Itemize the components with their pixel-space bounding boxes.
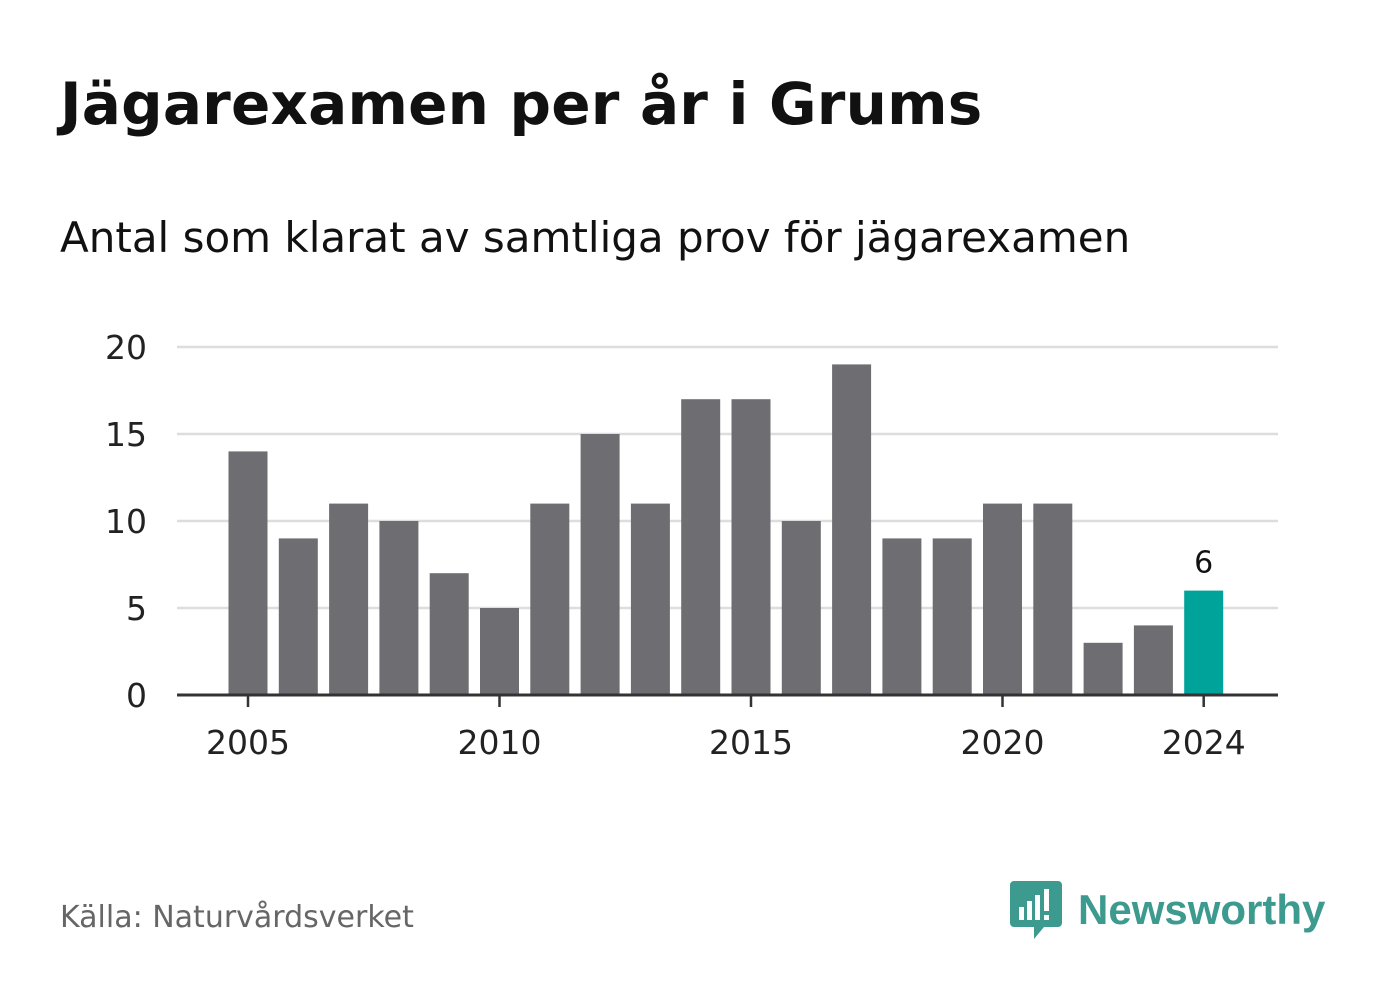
y-tick-label: 15: [105, 415, 147, 454]
bar-2021: [1033, 503, 1073, 695]
bar-2023: [1133, 625, 1173, 695]
x-tick-label: 2015: [709, 723, 793, 762]
newsworthy-logo: Newsworthy: [1010, 878, 1325, 942]
bar-2007: [329, 503, 369, 695]
bar-2015: [731, 399, 771, 695]
bar-2012: [580, 434, 620, 695]
bar-chart-speech-bubble-icon: [1010, 881, 1062, 939]
chart-subtitle: Antal som klarat av samtliga prov för jä…: [60, 213, 1131, 262]
y-tick-label: 0: [126, 676, 147, 715]
x-tick-label: 2010: [458, 723, 542, 762]
bars: [228, 364, 1224, 695]
y-tick-label: 5: [126, 589, 147, 628]
bar-2014: [681, 399, 721, 695]
bar-2013: [630, 503, 670, 695]
bar-2006: [278, 538, 318, 695]
chart-title: Jägarexamen per år i Grums: [60, 70, 983, 138]
bar-2010: [480, 608, 519, 695]
labels: 0 5 10 15 20 6 2005 2010 2015 2020 2024: [105, 328, 1246, 762]
bar-2024: [1184, 590, 1224, 695]
bar-2008: [379, 521, 419, 695]
y-tick-label: 20: [105, 328, 147, 367]
source-note: Källa: Naturvårdsverket: [60, 900, 414, 935]
x-tick-label: 2005: [206, 723, 290, 762]
bar-2020: [983, 503, 1022, 695]
x-tick-label: 2020: [961, 723, 1045, 762]
data-label-2024: 6: [1194, 546, 1213, 581]
brand-name: Newsworthy: [1078, 886, 1326, 933]
bar-2019: [932, 538, 972, 695]
bar-2016: [781, 521, 821, 695]
bar-2009: [429, 573, 469, 695]
x-tick-label: 2024: [1162, 723, 1246, 762]
bar-2011: [530, 503, 570, 695]
bar-2005: [228, 451, 268, 695]
bar-2017: [832, 364, 872, 695]
bar-2022: [1083, 642, 1123, 695]
bar-2018: [882, 538, 922, 695]
y-tick-label: 10: [105, 502, 147, 541]
axes: [177, 693, 1278, 707]
